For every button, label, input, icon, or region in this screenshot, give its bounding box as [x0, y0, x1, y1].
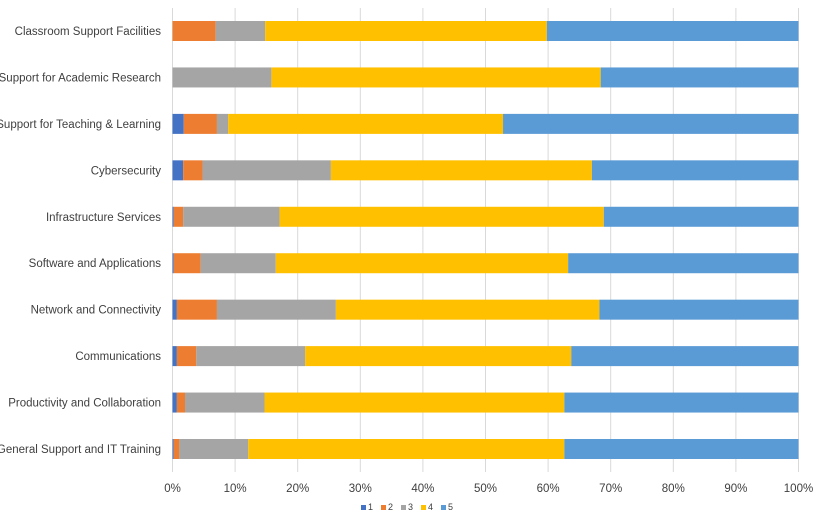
legend: 1 2 3 4 5 — [361, 502, 453, 512]
bar-segment-series-2 — [173, 253, 201, 274]
legend-label: 4 — [428, 502, 433, 512]
category-label: Support for Teaching & Learning — [0, 119, 161, 131]
category-label: Software and Applications — [29, 258, 162, 270]
bar-segment-series-3 — [179, 439, 249, 459]
bar-segment-series-3 — [216, 113, 229, 134]
legend-swatch — [421, 505, 426, 510]
bar-segment-series-5 — [564, 392, 799, 413]
x-tick-label: 100% — [784, 483, 813, 495]
bar-segment-series-4 — [305, 346, 572, 367]
bar-segment-series-4 — [330, 160, 592, 181]
bar-segment-series-2 — [176, 392, 186, 413]
legend-label: 5 — [448, 502, 453, 512]
bar-segment-series-3 — [183, 206, 280, 227]
legend-swatch — [361, 505, 366, 510]
x-tick-label: 40% — [411, 483, 434, 495]
bar-segment-series-3 — [185, 392, 265, 413]
bar-segment-series-1 — [172, 392, 177, 413]
bars — [172, 21, 799, 459]
x-tick-label: 90% — [724, 483, 747, 495]
bar-segment-series-3 — [172, 67, 272, 88]
bar-segment-series-4 — [279, 206, 604, 227]
bar-segment-series-2 — [183, 160, 203, 181]
bar-segment-series-1 — [172, 113, 184, 134]
legend-swatch — [401, 505, 406, 510]
bar-segment-series-3 — [216, 299, 336, 320]
bar-segment-series-1 — [172, 253, 174, 274]
x-tick-label: 10% — [224, 483, 247, 495]
bar-segment-series-5 — [591, 160, 799, 181]
x-tick-label: 20% — [286, 483, 309, 495]
legend-label: 3 — [408, 502, 413, 512]
bar-segment-series-3 — [215, 21, 266, 41]
category-label: Classroom Support Facilities — [15, 26, 162, 38]
category-label: Communications — [75, 351, 161, 363]
bar-segment-series-4 — [228, 113, 504, 134]
bar-segment-series-5 — [571, 346, 799, 367]
x-tick-label: 30% — [349, 483, 372, 495]
category-label: Cybersecurity — [91, 165, 162, 177]
category-label: Infrastructure Services — [46, 212, 161, 224]
category-label: Network and Connectivity — [31, 305, 162, 317]
bar-segment-series-5 — [599, 299, 799, 320]
bar-segment-series-1 — [172, 439, 174, 459]
legend-swatch — [381, 505, 386, 510]
bar-segment-series-4 — [275, 253, 569, 274]
bar-segment-series-2 — [173, 439, 180, 459]
x-tick-label: 60% — [537, 483, 560, 495]
x-tick-label: 70% — [599, 483, 622, 495]
x-tick-label: 0% — [164, 483, 181, 495]
category-label: General Support and IT Training — [0, 444, 161, 456]
x-tick-label: 80% — [662, 483, 685, 495]
bar-segment-series-1 — [172, 299, 177, 320]
bar-segment-series-4 — [248, 439, 565, 459]
bar-segment-series-4 — [271, 67, 601, 88]
category-labels: Classroom Support Facilities Support for … — [0, 26, 161, 456]
bar-segment-series-5 — [546, 21, 799, 41]
bar-segment-series-2 — [173, 206, 184, 227]
bar-segment-series-1 — [172, 206, 174, 227]
bar-segment-series-2 — [183, 113, 217, 134]
bar-segment-series-2 — [176, 299, 217, 320]
legend-label: 2 — [388, 502, 393, 512]
bar-segment-series-4 — [264, 392, 565, 413]
bar-segment-series-3 — [196, 346, 306, 367]
x-tick-label: 50% — [474, 483, 497, 495]
bar-segment-series-3 — [200, 253, 276, 274]
bar-segment-series-4 — [335, 299, 600, 320]
category-label: Support for Academic Research — [0, 72, 161, 84]
bar-segment-series-1 — [172, 346, 177, 367]
x-axis-ticks: 0% 10% 20% 30% 40% 50% 60% 70% 80% 90% 100% — [164, 483, 813, 495]
bar-segment-series-2 — [176, 346, 197, 367]
bar-segment-series-1 — [172, 160, 184, 181]
legend-label: 1 — [368, 502, 373, 512]
bar-segment-series-2 — [172, 21, 216, 41]
bar-segment-series-5 — [603, 206, 799, 227]
bar-segment-series-4 — [265, 21, 547, 41]
bar-segment-series-3 — [202, 160, 331, 181]
bar-segment-series-5 — [503, 113, 799, 134]
bar-segment-series-5 — [568, 253, 799, 274]
legend-swatch — [441, 505, 446, 510]
bar-segment-series-5 — [564, 439, 799, 459]
bar-segment-series-5 — [600, 67, 799, 88]
category-label: Productivity and Collaboration — [8, 398, 161, 410]
